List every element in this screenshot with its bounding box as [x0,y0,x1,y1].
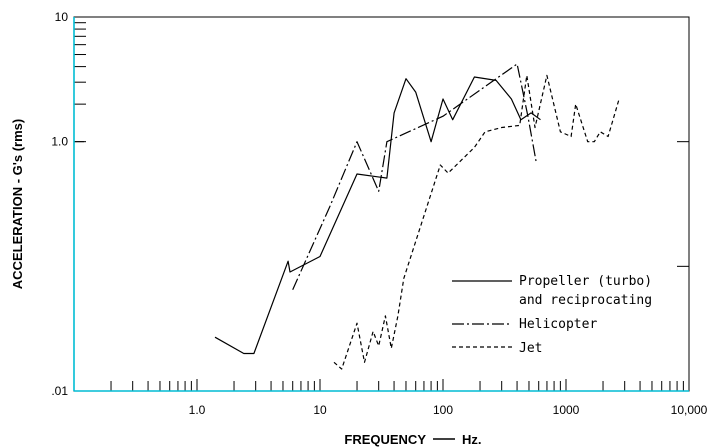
x-tick-label: 1.0 [189,403,206,417]
legend-label-jet: Jet [519,341,542,356]
series-lines [214,63,620,370]
legend-label-propeller-line2: and reciprocating [519,293,652,308]
y-tick-label: .01 [51,384,68,398]
legend-label-helicopter: Helicopter [519,317,597,332]
x-tick-label: 10 [313,403,327,417]
axis-ticks [74,16,689,391]
series-line-helicopter [292,63,537,290]
x-tick-label: 1000 [553,403,580,417]
legend: Propeller (turbo) and reciprocating Heli… [452,274,652,356]
y-axis-label: ACCELERATION - G's (rms) [10,119,25,289]
x-axis-title: FREQUENCY Hz. [344,432,481,447]
y-axis-title: ACCELERATION - G's (rms) [10,119,25,289]
series-line-jet [333,74,620,370]
y-tick-label: 1.0 [51,135,68,149]
x-axis-unit: Hz. [462,432,482,447]
x-axis-label: FREQUENCY [344,432,426,447]
x-tick-label: 10,000 [671,403,708,417]
legend-label-propeller-line1: Propeller (turbo) [519,274,652,289]
tick-labels: 1.0 10 100 1000 10,000 10 1.0 .01 [51,10,707,417]
series-line-propeller [214,76,541,355]
x-tick-label: 100 [433,403,453,417]
y-tick-label: 10 [55,10,69,24]
